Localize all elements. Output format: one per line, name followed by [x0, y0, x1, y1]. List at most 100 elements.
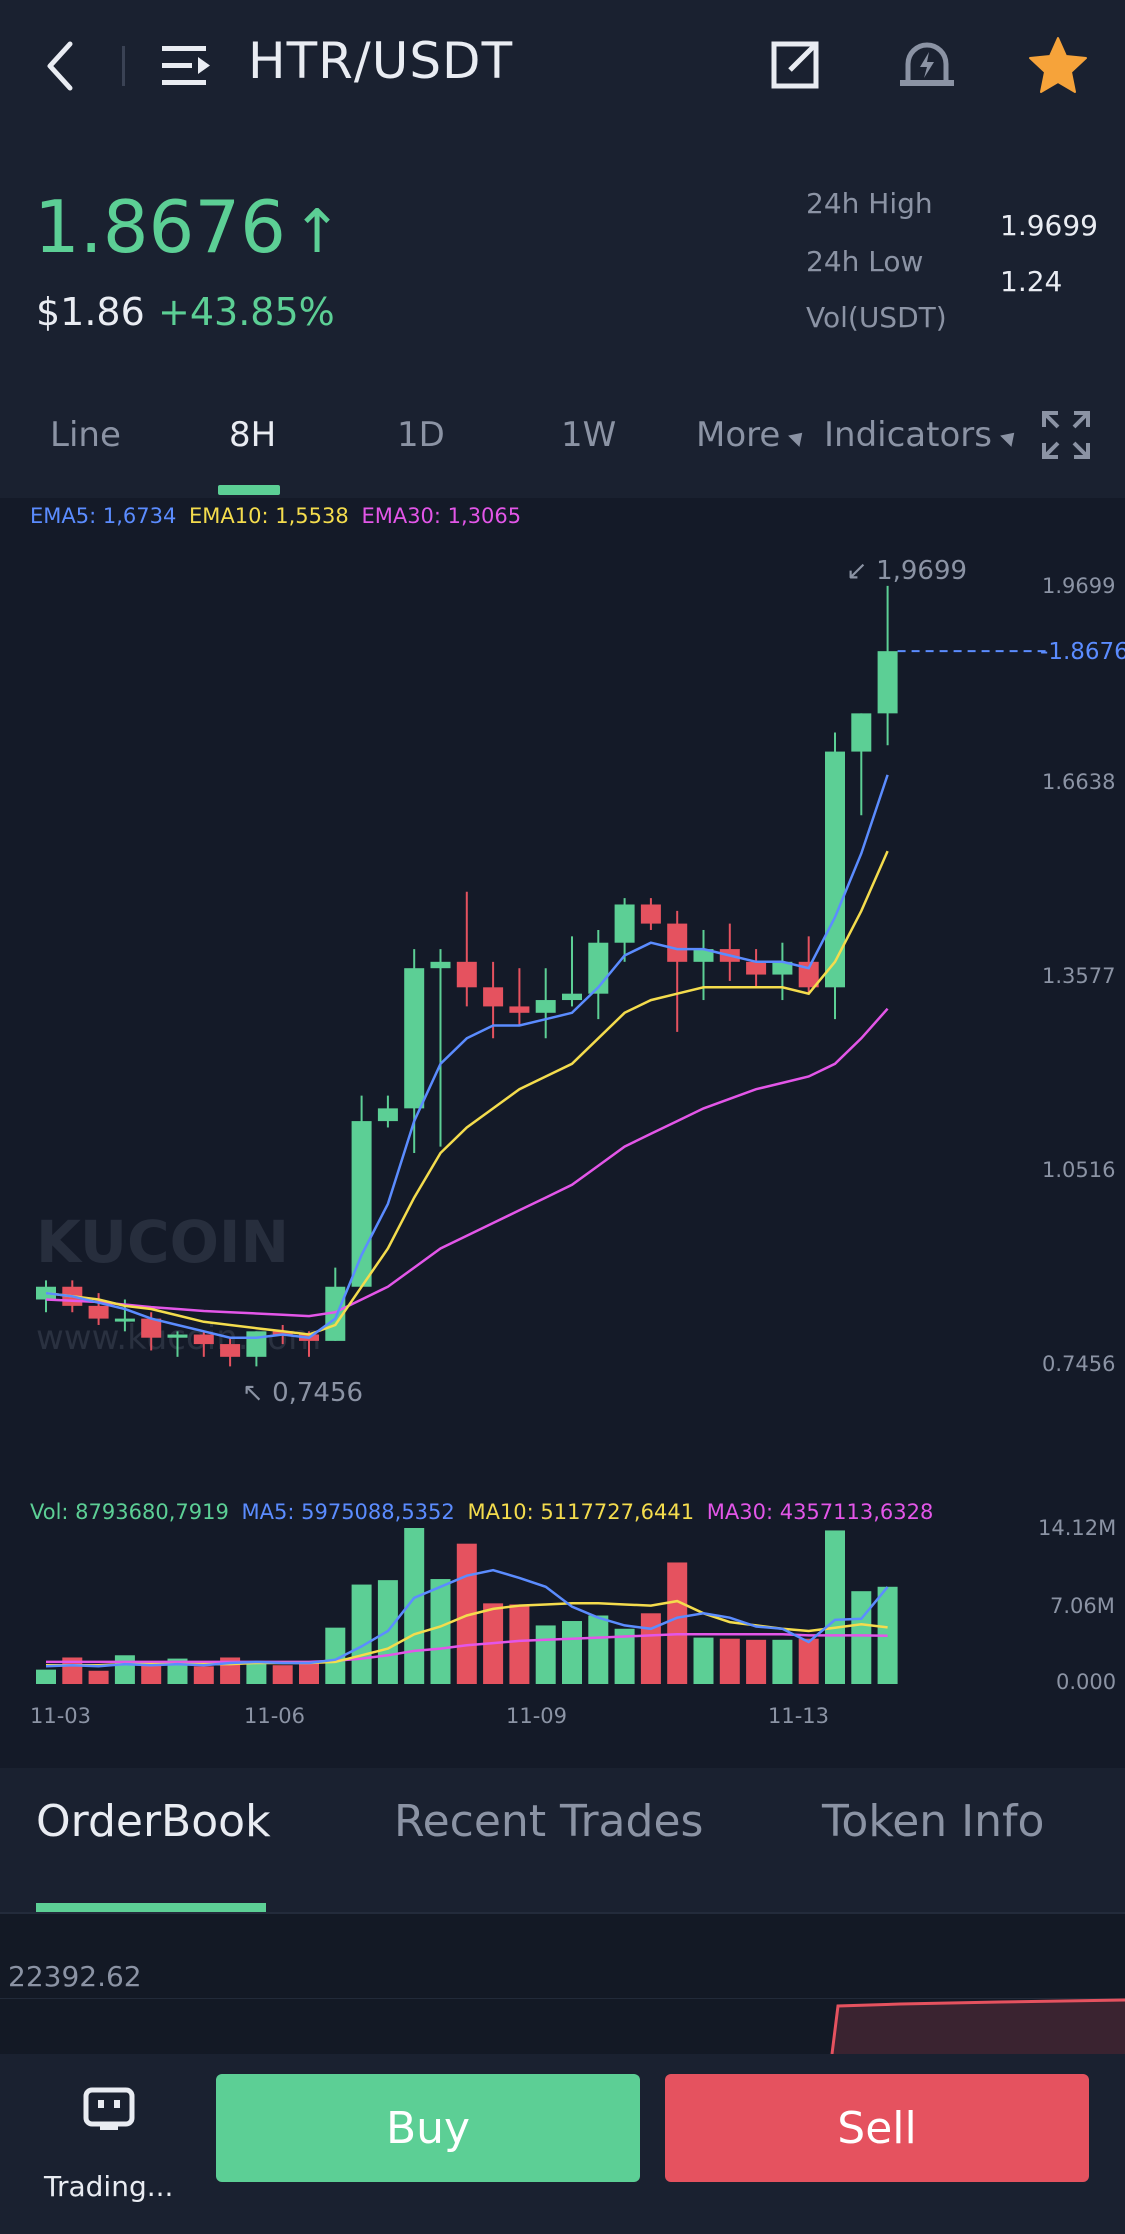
fiat-price: $1.86	[36, 290, 145, 334]
volume-label: Vol(USDT)	[806, 301, 947, 334]
volume-bar	[772, 1639, 793, 1684]
timeframe-tabs: Line 8H 1D 1W More Indicators	[0, 385, 1125, 498]
candle-body	[877, 651, 898, 714]
volume-bar	[404, 1528, 425, 1684]
low-label: 24h Low	[806, 245, 924, 278]
candle-body	[377, 1108, 398, 1122]
vol-legend: Vol: 8793680,7919	[30, 1500, 229, 1524]
tab-indicators[interactable]: Indicators	[824, 415, 1020, 455]
ema10-legend: EMA10: 1,5538	[189, 504, 349, 528]
tab-more-label: More	[696, 415, 781, 455]
tab-more[interactable]: More	[696, 415, 809, 455]
ma30-legend: MA30: 4357113,6328	[706, 1500, 934, 1524]
last-price-value: 1.8676	[34, 185, 286, 269]
volume-bar	[325, 1627, 346, 1684]
ema-legend: EMA5: 1,6734 EMA10: 1,5538 EMA30: 1,3065	[30, 504, 521, 528]
volume-bar	[798, 1638, 819, 1684]
fullscreen-icon[interactable]	[1040, 409, 1092, 461]
alert-icon[interactable]	[898, 36, 956, 92]
trading-bot-label[interactable]: Trading...	[44, 2170, 174, 2203]
share-icon[interactable]	[768, 38, 822, 92]
menu-icon[interactable]	[160, 42, 214, 90]
depth-axis-value: 22392.62	[8, 1960, 142, 1993]
max-price-value: 1,9699	[876, 556, 968, 586]
price-axis-tick: 1.9699	[1042, 574, 1116, 598]
tab-1w[interactable]: 1W	[561, 415, 617, 455]
star-icon[interactable]	[1028, 36, 1088, 94]
candle-body	[851, 713, 872, 752]
ema10-line	[45, 850, 889, 1336]
market-pair-title[interactable]: HTR/USDT	[248, 32, 514, 90]
volume-bar	[36, 1669, 56, 1684]
candle-body	[693, 949, 714, 962]
market-detail-tabs: OrderBook Recent Trades Token Info	[0, 1768, 1125, 1913]
candle-body	[114, 1318, 135, 1322]
time-axis-tick: 11-13	[768, 1704, 830, 1728]
candle-body	[272, 1331, 293, 1335]
time-axis-tick: 11-06	[244, 1704, 306, 1728]
dropdown-triangle-icon	[1000, 426, 1020, 447]
candle-body	[193, 1334, 214, 1345]
tab-token-info[interactable]: Token Info	[822, 1796, 1045, 1847]
candle-body	[825, 751, 845, 988]
volume-bar	[640, 1613, 661, 1684]
sell-button[interactable]: Sell	[665, 2074, 1089, 2182]
kline-chart[interactable]: EMA5: 1,6734 EMA10: 1,5538 EMA30: 1,3065…	[0, 498, 1125, 1768]
tab-8h[interactable]: 8H	[229, 415, 277, 455]
volume-bar	[562, 1621, 582, 1684]
volume-bar	[430, 1579, 451, 1684]
tab-indicators-label: Indicators	[824, 415, 992, 455]
orderbook-depth-chart[interactable]: 22392.62	[0, 1914, 1125, 2054]
time-axis-tick: 11-09	[506, 1704, 568, 1728]
max-price-annotation: ↙ 1,9699	[846, 556, 968, 586]
price-change-percent: +43.85%	[158, 290, 335, 334]
candle-body	[88, 1305, 109, 1319]
trade-footer: Trading... Buy Sell	[0, 2054, 1125, 2234]
ma5-legend: MA5: 5975088,5352	[241, 1500, 455, 1524]
volume-bar	[825, 1530, 845, 1684]
high-label: 24h High	[806, 187, 933, 220]
volume-bar	[193, 1666, 214, 1684]
volume-bar	[272, 1665, 293, 1684]
price-axis-tick: 1.0516	[1042, 1158, 1116, 1182]
candle-body	[562, 993, 582, 1001]
volume-bar	[246, 1663, 267, 1684]
dropdown-triangle-icon	[788, 426, 809, 447]
tab-1d[interactable]: 1D	[397, 415, 445, 455]
ma10-legend: MA10: 5117727,6441	[467, 1500, 695, 1524]
vol-ma5-line	[45, 1568, 889, 1668]
candle-body	[246, 1331, 267, 1357]
volume-bar	[693, 1637, 714, 1684]
buy-button[interactable]: Buy	[216, 2074, 640, 2182]
price-up-arrow-icon: ↑	[291, 197, 343, 267]
volume-bar	[614, 1628, 635, 1684]
candle-body	[614, 904, 635, 943]
candle-body	[220, 1344, 241, 1357]
volume-bar	[299, 1663, 319, 1684]
price-axis-tick: 0.7456	[1042, 1352, 1116, 1376]
tab-orderbook[interactable]: OrderBook	[36, 1796, 271, 1847]
back-icon[interactable]	[40, 36, 80, 96]
volume-axis-tick: 7.06M	[1050, 1594, 1115, 1618]
current-price-tag-value: 1.8676	[1048, 639, 1125, 665]
candle-body	[404, 968, 425, 1109]
candle-body	[483, 987, 504, 1007]
ema30-legend: EMA30: 1,3065	[361, 504, 522, 528]
kucoin-watermark: KUCOIN	[36, 1208, 290, 1276]
volume-bar	[535, 1625, 556, 1684]
volume-bar	[851, 1591, 872, 1684]
min-price-annotation: ↖ 0,7456	[242, 1378, 364, 1408]
trading-bot-icon[interactable]	[80, 2078, 138, 2136]
ema5-legend: EMA5: 1,6734	[30, 504, 177, 528]
candlestick-plot	[36, 585, 1046, 1684]
ema5-line	[45, 774, 889, 1340]
volume-legend: Vol: 8793680,7919 MA5: 5975088,5352 MA10…	[30, 1500, 933, 1524]
volume-bar	[746, 1639, 767, 1684]
volume-bar	[88, 1670, 109, 1684]
candle-body	[351, 1121, 372, 1287]
tab-line[interactable]: Line	[50, 415, 121, 455]
tab-recent-trades[interactable]: Recent Trades	[394, 1796, 704, 1847]
price-axis-tick: 1.3577	[1042, 964, 1116, 988]
volume-bar	[667, 1562, 688, 1684]
volume-axis-tick: 14.12M	[1038, 1516, 1117, 1540]
